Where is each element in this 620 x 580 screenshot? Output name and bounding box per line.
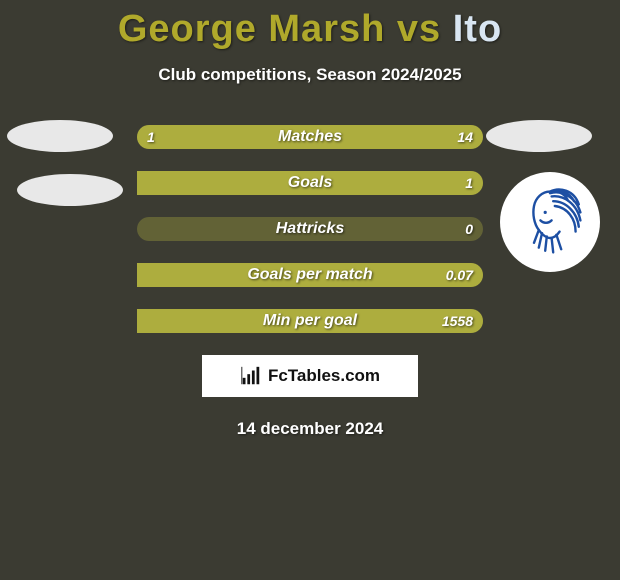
bar-label: Min per goal	[137, 309, 483, 333]
subtitle: Club competitions, Season 2024/2025	[0, 65, 620, 85]
comparison-bars: Matches114Goals1Hattricks0Goals per matc…	[137, 125, 483, 333]
player1-badge-top	[7, 120, 113, 152]
bar-row: Matches1 14	[137, 125, 483, 149]
bar-label: Matches	[137, 125, 483, 149]
player2-club-badge	[500, 172, 600, 272]
bar-row: Goals1	[137, 171, 483, 195]
bar-value-right: 0.07	[446, 263, 473, 287]
player1-name: George Marsh	[118, 8, 386, 50]
bar-label: Goals	[137, 171, 483, 195]
brand-box[interactable]: FcTables.com	[202, 355, 418, 397]
bar-label: Hattricks	[137, 217, 483, 241]
chief-head-icon	[510, 182, 590, 262]
bar-value-right: 1558	[442, 309, 473, 333]
bar-value-right: 14	[457, 125, 473, 149]
bar-value-right: 0	[465, 217, 473, 241]
bar-row: Hattricks0	[137, 217, 483, 241]
brand-text: FcTables.com	[268, 366, 380, 386]
bar-chart-icon	[240, 365, 262, 387]
bar-row: Min per goal1558	[137, 309, 483, 333]
bar-row: Goals per match0.07	[137, 263, 483, 287]
player1-badge-bottom	[17, 174, 123, 206]
vs-text: vs	[385, 8, 452, 50]
player2-badge-top	[486, 120, 592, 152]
bar-label: Goals per match	[137, 263, 483, 287]
bar-value-right: 1	[465, 171, 473, 195]
date-text: 14 december 2024	[0, 419, 620, 439]
bar-value-left: 1	[147, 125, 155, 149]
player2-name: Ito	[453, 8, 502, 50]
page-title: George Marsh vs Ito	[0, 0, 620, 51]
